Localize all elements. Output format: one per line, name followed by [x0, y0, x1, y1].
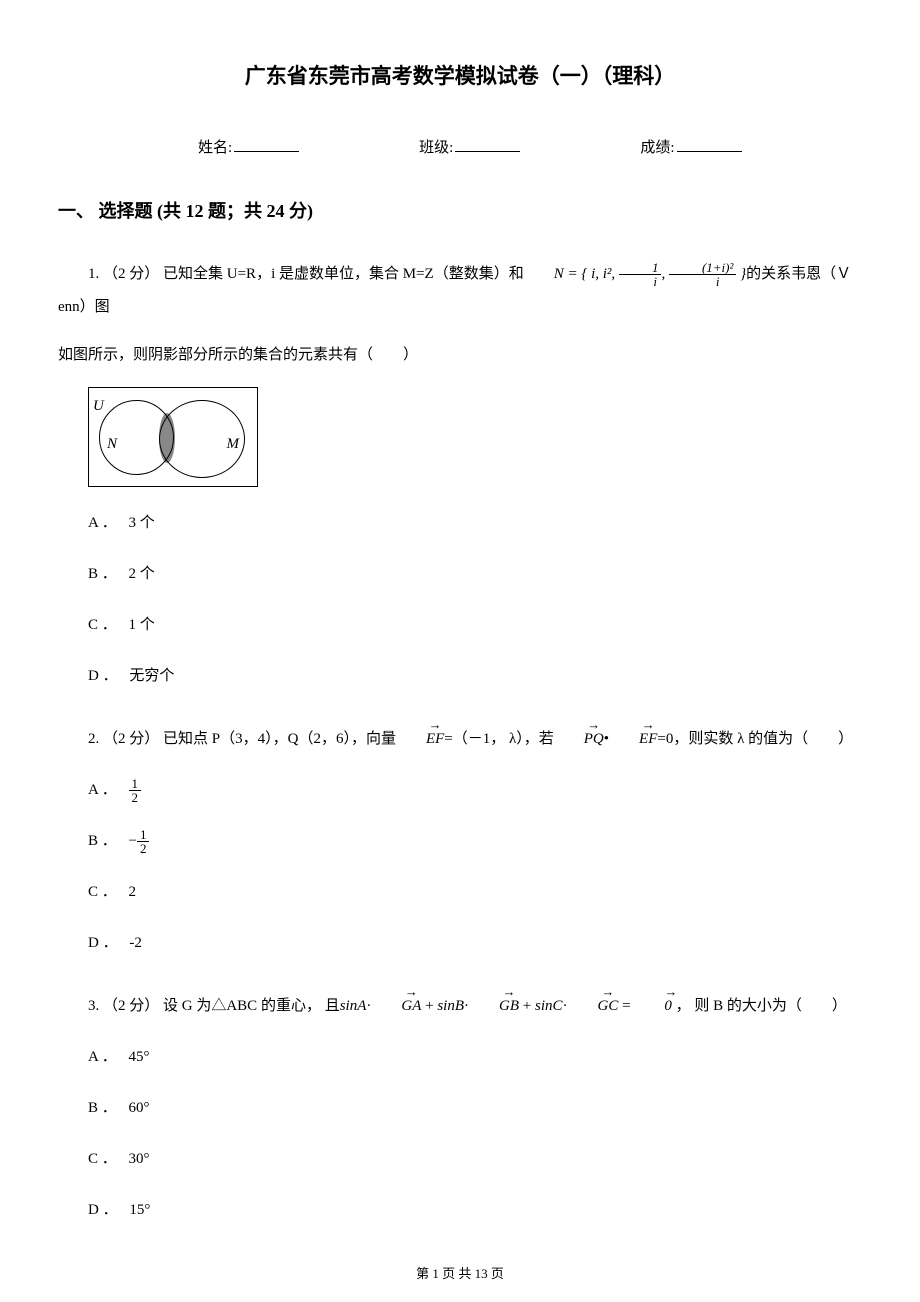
q2-text3: =0，则实数 λ 的值为（ ）: [657, 731, 853, 747]
option-text: 30°: [129, 1151, 150, 1167]
q1-option-a: A ． 3 个: [88, 507, 862, 540]
class-blank: [455, 136, 520, 152]
option-label: B ．: [88, 566, 117, 582]
option-label: D ．: [88, 668, 118, 684]
q3-points: （2 分）: [103, 998, 159, 1014]
name-label: 姓名:: [198, 136, 232, 157]
option-label: B ．: [88, 833, 117, 849]
venn-u-label: U: [93, 390, 104, 423]
option-text: 3 个: [129, 515, 155, 531]
option-text: 60°: [129, 1100, 150, 1116]
option-label: D ．: [88, 935, 118, 951]
score-blank: [677, 136, 742, 152]
q3-option-b: B ． 60°: [88, 1092, 862, 1125]
venn-m-label: M: [227, 428, 240, 461]
section-1-header: 一、 选择题 (共 12 题；共 24 分): [58, 197, 862, 223]
question-1-text: 1. （2 分） 已知全集 U=R，i 是虚数单位，集合 M=Z（整数集）和N …: [58, 258, 862, 324]
venn-n-label: N: [107, 428, 117, 461]
q3-option-a: A ． 45°: [88, 1041, 862, 1074]
option-label: C ．: [88, 617, 117, 633]
neg-sign: −: [129, 833, 137, 849]
q3-option-d: D ． 15°: [88, 1194, 862, 1227]
sinb: sinB: [437, 998, 464, 1014]
q1-option-c: C ． 1 个: [88, 609, 862, 642]
q1-number: 1.: [88, 266, 99, 282]
q1-option-d: D ． 无穷个: [88, 660, 862, 693]
q2-text2: =（－1， λ），若: [444, 731, 553, 747]
option-text: -2: [129, 935, 142, 951]
option-text: 2 个: [129, 566, 155, 582]
q1-points: （2 分）: [103, 266, 159, 282]
student-info-row: 姓名: 班级: 成绩:: [58, 136, 862, 157]
q3-text1: 设 G 为△ABC 的重心， 且: [163, 998, 340, 1014]
q2-option-c: C ． 2: [88, 876, 862, 909]
vector-zero: 0: [634, 990, 672, 1023]
q3-option-c: C ． 30°: [88, 1143, 862, 1176]
question-3: 3. （2 分） 设 G 为△ABC 的重心， 且sinA·GA + sinB·…: [58, 990, 862, 1227]
score-field: 成绩:: [640, 136, 741, 157]
option-text: 15°: [129, 1202, 150, 1218]
option-text: 1 个: [129, 617, 155, 633]
option-text: 无穷个: [129, 668, 174, 684]
fraction-half: 12: [129, 777, 142, 804]
q2-option-a: A ． 12: [88, 774, 862, 807]
vector-gb: GB: [469, 990, 519, 1023]
score-label: 成绩:: [640, 136, 674, 157]
q2-text1: 已知点 P（3，4），Q（2，6），向量: [163, 731, 396, 747]
q3-text2: ， 则 B 的大小为（ ）: [672, 998, 847, 1014]
q2-number: 2.: [88, 731, 99, 747]
q2-option-b: B ． −12: [88, 825, 862, 858]
fraction-neg-half: 12: [137, 828, 150, 855]
vector-gc: GC: [568, 990, 619, 1023]
sinc: sinC: [535, 998, 563, 1014]
option-label: C ．: [88, 1151, 117, 1167]
question-3-text: 3. （2 分） 设 G 为△ABC 的重心， 且sinA·GA + sinB·…: [58, 990, 862, 1023]
vector-ef2: EF: [609, 723, 657, 756]
class-label: 班级:: [419, 136, 453, 157]
option-label: C ．: [88, 884, 117, 900]
option-label: A ．: [88, 1049, 117, 1065]
vector-ga: GA: [371, 990, 421, 1023]
option-text: 2: [129, 884, 137, 900]
question-2-text: 2. （2 分） 已知点 P（3，4），Q（2，6），向量EF=（－1， λ），…: [58, 723, 862, 756]
q3-number: 3.: [88, 998, 99, 1014]
option-label: B ．: [88, 1100, 117, 1116]
option-label: A ．: [88, 515, 117, 531]
page-title: 广东省东莞市高考数学模拟试卷（一）（理科）: [58, 60, 862, 90]
option-label: D ．: [88, 1202, 118, 1218]
sina: sinA: [340, 998, 367, 1014]
page-footer: 第 1 页 共 13 页: [0, 1263, 920, 1282]
q2-option-d: D ． -2: [88, 927, 862, 960]
option-text: 45°: [129, 1049, 150, 1065]
option-label: A ．: [88, 782, 117, 798]
q1-text1: 已知全集 U=R，i 是虚数单位，集合 M=Z（整数集）和: [163, 266, 524, 282]
name-field: 姓名:: [198, 136, 299, 157]
q1-line2: 如图所示，则阴影部分所示的集合的元素共有（ ）: [58, 339, 862, 372]
vector-ef: EF: [396, 723, 444, 756]
question-1: 1. （2 分） 已知全集 U=R，i 是虚数单位，集合 M=Z（整数集）和N …: [58, 258, 862, 693]
question-2: 2. （2 分） 已知点 P（3，4），Q（2，6），向量EF=（－1， λ），…: [58, 723, 862, 960]
class-field: 班级:: [419, 136, 520, 157]
set-n-formula: N = { i, i², 1i, (1+i)²i }: [524, 258, 746, 291]
q2-points: （2 分）: [103, 731, 159, 747]
q1-option-b: B ． 2 个: [88, 558, 862, 591]
venn-diagram: U N M: [88, 387, 258, 487]
name-blank: [234, 136, 299, 152]
vector-pq: PQ: [554, 723, 604, 756]
